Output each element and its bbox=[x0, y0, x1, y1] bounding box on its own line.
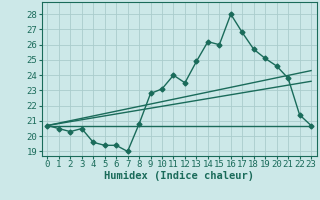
X-axis label: Humidex (Indice chaleur): Humidex (Indice chaleur) bbox=[104, 171, 254, 181]
